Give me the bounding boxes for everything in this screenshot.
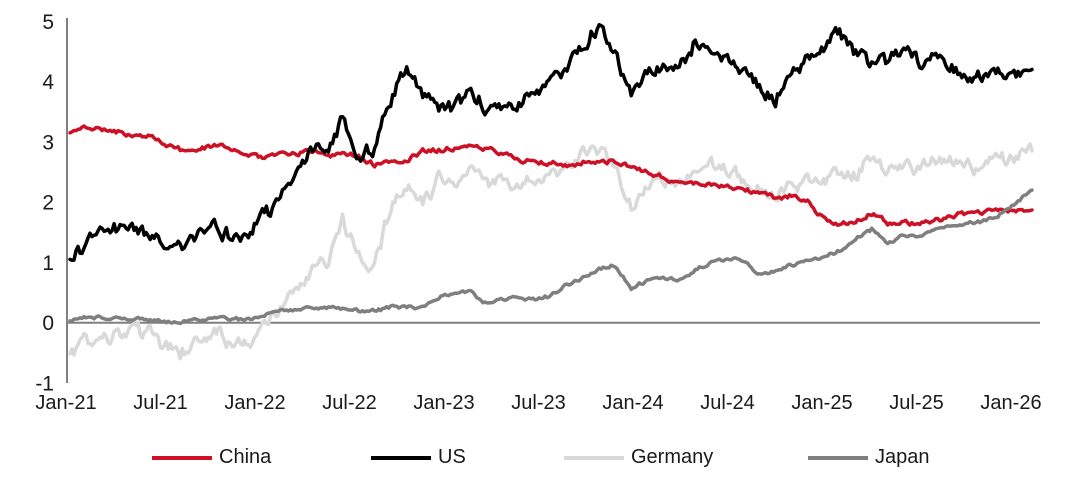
legend-item-japan: Japan xyxy=(808,446,930,469)
y-tick-label: 4 xyxy=(42,71,54,94)
legend-item-china: China xyxy=(152,446,271,469)
y-tick-label: -1 xyxy=(35,372,54,395)
y-tick-label: 3 xyxy=(42,131,54,154)
legend-swatch-us xyxy=(371,455,431,460)
series-line-japan xyxy=(68,188,1034,326)
legend-label-japan: Japan xyxy=(875,446,930,468)
x-tick-label: Jan-21 xyxy=(35,392,97,414)
legend-label-us: US xyxy=(438,446,466,468)
legend-label-china: China xyxy=(219,446,272,468)
legend-item-us: US xyxy=(371,446,466,469)
x-tick-label: Jan-23 xyxy=(413,392,475,414)
series-line-germany xyxy=(68,142,1034,361)
x-tick-label: Jul-25 xyxy=(889,392,944,414)
x-tick-label: Jan-26 xyxy=(980,392,1042,414)
x-tick-label: Jul-21 xyxy=(133,392,188,414)
y-tick-label: 1 xyxy=(42,252,54,275)
y-tick-label: 2 xyxy=(42,192,54,215)
line-chart-canvas: 5 4 3 2 1 0 -1 xyxy=(35,11,1040,395)
x-tick-label: Jul-22 xyxy=(322,392,377,414)
legend-item-germany: Germany xyxy=(564,446,713,469)
x-tick-label: Jul-24 xyxy=(700,392,755,414)
x-tick-label: Jan-22 xyxy=(224,392,286,414)
legend-swatch-germany xyxy=(564,455,624,460)
legend-swatch-china xyxy=(152,455,212,460)
y-tick-label: 5 xyxy=(42,11,54,34)
legend-swatch-japan xyxy=(808,455,868,460)
y-tick-label: 0 xyxy=(42,312,54,335)
series-line-us xyxy=(68,23,1034,263)
x-tick-label: Jan-25 xyxy=(791,392,853,414)
x-tick-label: Jul-23 xyxy=(511,392,566,414)
legend-label-germany: Germany xyxy=(631,446,714,468)
series-line-china xyxy=(68,124,1034,227)
x-tick-label: Jan-24 xyxy=(602,392,664,414)
